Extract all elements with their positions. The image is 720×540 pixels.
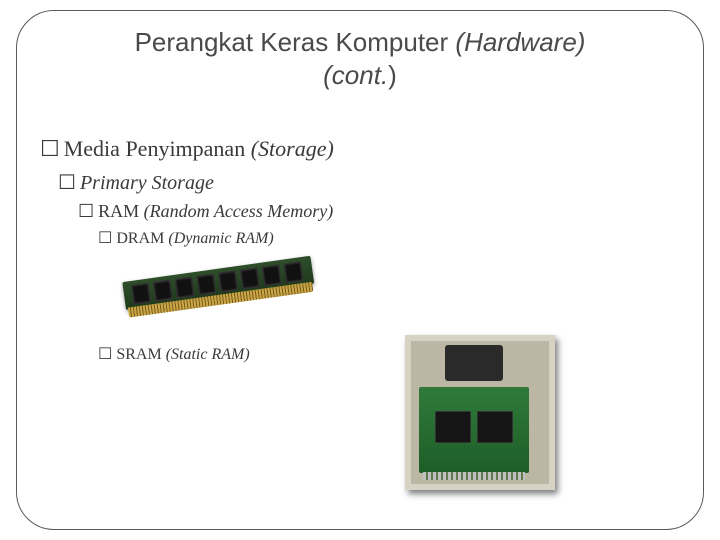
bullet-lvl4a-text: DRAM [116, 230, 168, 247]
dram-chip [131, 283, 152, 305]
bullet-lvl4b-italic: (Static RAM) [166, 346, 250, 363]
bullet-lvl4a-italic: (Dynamic RAM) [168, 230, 273, 247]
title-line2-plain: ) [388, 60, 397, 90]
title-line1-italic: (Hardware) [455, 27, 585, 57]
sram-chip [435, 411, 471, 443]
bullet-lvl4-sram: ☐SRAM (Static RAM) [98, 344, 680, 364]
sram-top-block [445, 345, 503, 381]
bullet-icon: ☐ [40, 136, 60, 162]
dram-chip [174, 276, 195, 298]
title-line1-plain: Perangkat Keras Komputer [135, 27, 456, 57]
slide-title: Perangkat Keras Komputer (Hardware) (con… [0, 26, 720, 91]
slide: Perangkat Keras Komputer (Hardware) (con… [0, 0, 720, 540]
bullet-lvl1: ☐Media Penyimpanan (Storage) [40, 136, 680, 162]
bullet-icon: ☐ [98, 344, 112, 364]
bullet-lvl4b-text: SRAM [116, 346, 165, 363]
title-line2-italic: (cont. [323, 60, 388, 90]
bullet-icon: ☐ [78, 201, 94, 222]
bullet-lvl3-italic: (Random Access Memory) [144, 201, 334, 221]
bullet-lvl3: ☐RAM (Random Access Memory) [78, 201, 680, 222]
sram-image [405, 335, 555, 490]
bullet-icon: ☐ [98, 228, 112, 248]
dram-chip [261, 264, 282, 286]
sram-pins [423, 472, 525, 480]
dram-chip [196, 273, 217, 295]
sram-chip [477, 411, 513, 443]
dram-chip [152, 279, 173, 301]
dram-chip [283, 261, 304, 283]
bullet-icon: ☐ [58, 170, 76, 195]
bullet-lvl3-text: RAM [98, 201, 144, 221]
dram-chip [218, 270, 239, 292]
bullet-lvl2-text: Primary Storage [80, 172, 214, 194]
content-area: ☐Media Penyimpanan (Storage) ☐Primary St… [40, 130, 680, 370]
bullet-lvl1-italic: (Storage) [251, 136, 334, 161]
dram-chip [240, 267, 261, 289]
bullet-lvl2: ☐Primary Storage [58, 170, 680, 195]
bullet-lvl1-text: Media Penyimpanan [64, 136, 251, 161]
bullet-lvl4-dram: ☐DRAM (Dynamic RAM) [98, 228, 680, 248]
